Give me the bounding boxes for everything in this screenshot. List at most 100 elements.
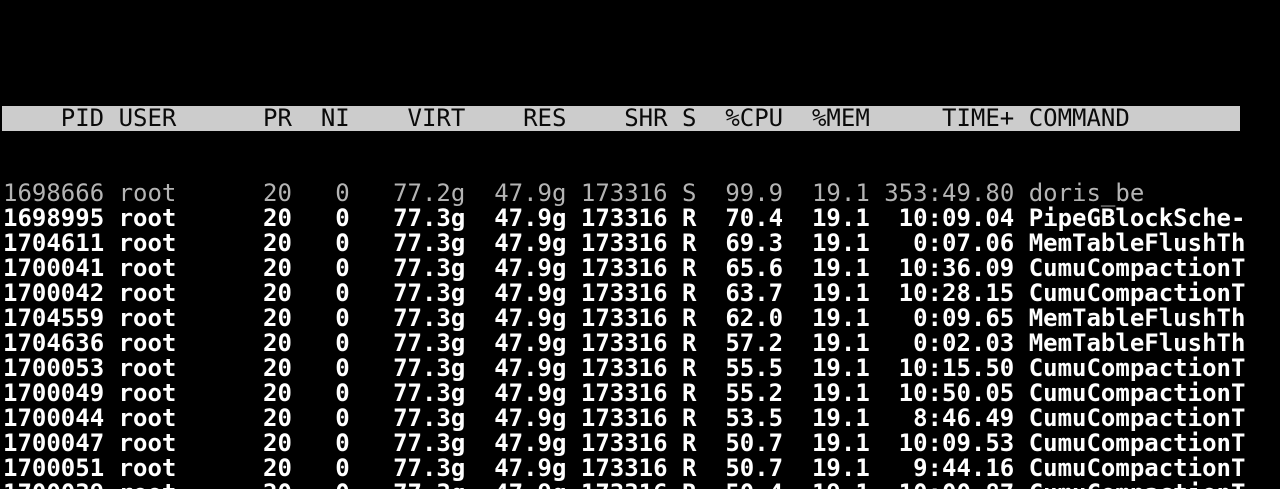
virt-mem-cell: 77.3g xyxy=(393,404,466,432)
header-row: PID USER PR NI VIRT RES SHR S %CPU %MEM TIME+ COMMA… xyxy=(2,106,1240,131)
command-cell: CumuCompactionT xyxy=(1028,354,1246,382)
mem-percent-cell: 19.1 xyxy=(798,481,870,489)
pid-cell: 1700047 xyxy=(3,429,105,457)
mem-percent-cell: 19.1 xyxy=(811,429,870,457)
nice-cell: 0 xyxy=(335,329,350,357)
column-header-ni: NI xyxy=(320,104,350,132)
column-header-shr: SHR xyxy=(624,104,668,132)
column-header-res: RES xyxy=(523,104,567,132)
process-rows: 1698666 root 20 0 77.2g 47.9g 173316 S 9… xyxy=(0,181,1280,489)
command-cell: MemTableFlushTh xyxy=(1028,229,1246,257)
cpu-time-cell: 0:02.03 xyxy=(913,329,1015,357)
mem-percent-cell: 19.1 xyxy=(811,329,870,357)
virt-mem-cell: 77.2g xyxy=(393,179,466,207)
cpu-percent-cell: 55.5 xyxy=(725,354,784,382)
command-cell: CumuCompactionT xyxy=(1028,429,1246,457)
command-cell: CumuCompactionT xyxy=(1028,404,1246,432)
pid-cell: 1700053 xyxy=(3,354,105,382)
nice-cell: 0 xyxy=(335,279,350,307)
command-cell: PipeGBlockSche- xyxy=(1028,204,1246,232)
cpu-time-cell: 10:50.05 xyxy=(898,379,1015,407)
res-mem-cell: 47.9g xyxy=(494,254,567,282)
state-cell: R xyxy=(682,404,697,432)
process-row: 1700041 root 20 0 77.3g 47.9g 173316 R 6… xyxy=(0,256,1280,281)
process-row: 1700044 root 20 0 77.3g 47.9g 173316 R 5… xyxy=(0,406,1280,431)
user-cell: root xyxy=(118,254,177,282)
state-cell: R xyxy=(682,329,697,357)
command-cell: doris_be xyxy=(1028,179,1145,207)
user-cell: root xyxy=(118,279,177,307)
shared-mem-cell: 173316 xyxy=(580,354,668,382)
user-cell: root xyxy=(118,179,177,207)
shared-mem-cell: 173316 xyxy=(580,329,668,357)
command-cell: CumuCompactionT xyxy=(1028,379,1246,407)
state-cell: R xyxy=(682,354,697,382)
user-cell: root xyxy=(118,429,177,457)
priority-cell: 20 xyxy=(263,279,292,307)
virt-mem-cell: 77.3g xyxy=(393,329,466,357)
shared-mem-cell: 173316 xyxy=(580,254,668,282)
command-cell: CumuCompactionT xyxy=(1029,481,1246,489)
res-mem-cell: 47.9g xyxy=(494,304,567,332)
priority-cell: 20 xyxy=(263,329,292,357)
nice-cell: 0 xyxy=(335,254,350,282)
mem-percent-cell: 19.1 xyxy=(811,454,870,482)
virt-mem-cell: 77.3g xyxy=(393,354,466,382)
priority-cell: 20 xyxy=(249,481,292,489)
shared-mem-cell: 173316 xyxy=(580,279,668,307)
cpu-time-cell: 10:28.15 xyxy=(898,279,1015,307)
command-cell: CumuCompactionT xyxy=(1028,279,1246,307)
nice-cell: 0 xyxy=(335,379,350,407)
state-cell: R xyxy=(682,304,697,332)
pid-cell: 1700051 xyxy=(3,454,105,482)
mem-percent-cell: 19.1 xyxy=(811,179,870,207)
cpu-percent-cell: 69.3 xyxy=(725,229,784,257)
user-cell: root xyxy=(119,481,235,489)
state-cell: R xyxy=(682,379,697,407)
shared-mem-cell: 173316 xyxy=(580,429,668,457)
virt-mem-cell: 77.3g xyxy=(393,254,466,282)
mem-percent-cell: 19.1 xyxy=(811,354,870,382)
cpu-percent-cell: 50.7 xyxy=(725,429,784,457)
shared-mem-cell: 173316 xyxy=(580,379,668,407)
priority-cell: 20 xyxy=(263,254,292,282)
terminal-top-margin xyxy=(0,50,1280,56)
res-mem-cell: 47.9g xyxy=(494,329,567,357)
column-header-user: USER xyxy=(118,104,177,132)
user-cell: root xyxy=(118,379,177,407)
column-header-command: COMMAND xyxy=(1028,104,1130,132)
command-cell: MemTableFlushTh xyxy=(1028,304,1246,332)
column-header-time: TIME+ xyxy=(942,104,1015,132)
virt-mem-cell: 77.3g xyxy=(393,429,466,457)
mem-percent-cell: 19.1 xyxy=(811,229,870,257)
virt-mem-cell: 77.3g xyxy=(393,379,466,407)
shared-mem-cell: 173316 xyxy=(581,481,668,489)
cpu-time-cell: 10:15.50 xyxy=(898,354,1015,382)
process-row: 1698666 root 20 0 77.2g 47.9g 173316 S 9… xyxy=(0,181,1280,206)
pid-cell: 1700042 xyxy=(3,279,105,307)
command-cell: CumuCompactionT xyxy=(1028,254,1246,282)
column-header-s: S xyxy=(682,104,697,132)
priority-cell: 20 xyxy=(263,454,292,482)
shared-mem-cell: 173316 xyxy=(580,404,668,432)
mem-percent-cell: 19.1 xyxy=(811,404,870,432)
user-cell: root xyxy=(118,454,177,482)
virt-mem-cell: 77.3g xyxy=(393,204,466,232)
nice-cell: 0 xyxy=(335,179,350,207)
mem-percent-cell: 19.1 xyxy=(811,254,870,282)
user-cell: root xyxy=(118,404,177,432)
process-row: 1700039 root 20 0 77.3g 47.9g 173316 R 5… xyxy=(0,481,1280,489)
shared-mem-cell: 173316 xyxy=(580,204,668,232)
column-header-cpu: %CPU xyxy=(725,104,784,132)
nice-cell: 0 xyxy=(335,454,350,482)
res-mem-cell: 47.9g xyxy=(494,179,567,207)
pid-cell: 1704559 xyxy=(3,304,105,332)
nice-cell: 0 xyxy=(335,404,350,432)
res-mem-cell: 47.9g xyxy=(494,354,567,382)
cpu-percent-cell: 53.5 xyxy=(725,404,784,432)
nice-cell: 0 xyxy=(335,429,350,457)
cpu-percent-cell: 63.7 xyxy=(725,279,784,307)
virt-mem-cell: 77.3g xyxy=(364,481,465,489)
column-header-mem: %MEM xyxy=(811,104,870,132)
